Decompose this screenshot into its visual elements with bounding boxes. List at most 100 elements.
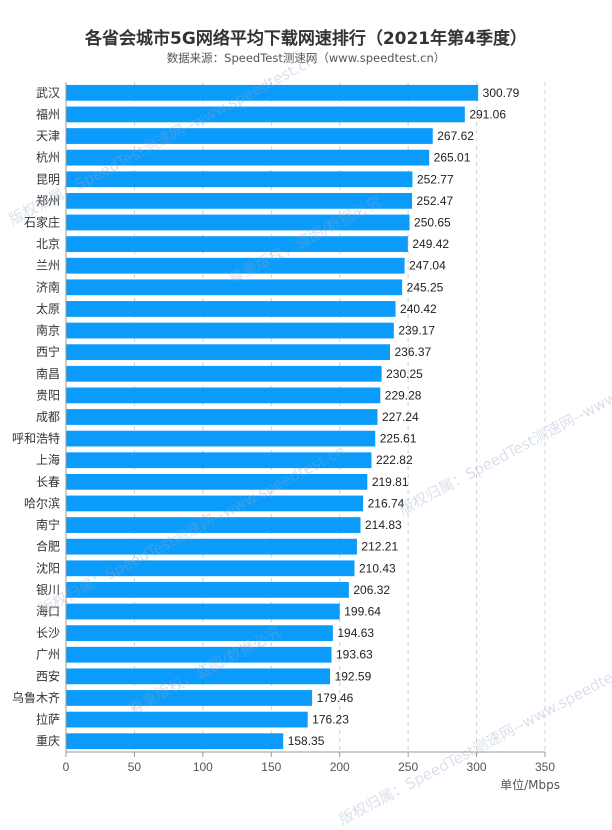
- category-label: 广州: [36, 648, 60, 662]
- bar: [66, 301, 396, 317]
- chart-title: 各省会城市5G网络平均下载网速排行（2021年第4季度）: [85, 29, 527, 49]
- x-tick-label: 100: [193, 760, 213, 774]
- bar: [66, 106, 465, 123]
- bar: [66, 646, 332, 663]
- bar: [66, 236, 408, 252]
- bar: [66, 171, 413, 188]
- bar: [66, 279, 403, 296]
- value-label: 252.77: [417, 172, 454, 186]
- value-label: 291.06: [469, 107, 506, 121]
- bar: [66, 517, 361, 533]
- value-label: 219.81: [372, 475, 409, 489]
- bar: [66, 603, 340, 620]
- category-label: 南京: [36, 323, 60, 338]
- x-tick-label: 300: [467, 760, 487, 774]
- bar: [66, 192, 413, 209]
- bar: [66, 495, 364, 512]
- category-label: 郑州: [36, 193, 60, 208]
- value-label: 158.35: [288, 734, 325, 748]
- value-label: 267.62: [437, 129, 474, 143]
- category-label: 福州: [36, 106, 60, 121]
- value-label: 249.42: [412, 237, 449, 251]
- category-label: 昆明: [36, 172, 60, 186]
- bar: [66, 582, 349, 598]
- value-label: 194.63: [337, 626, 374, 640]
- bar: [66, 668, 331, 685]
- category-label: 长沙: [36, 626, 60, 640]
- value-label: 214.83: [365, 518, 402, 532]
- category-label: 合肥: [36, 539, 60, 554]
- value-label: 236.37: [394, 345, 431, 359]
- bar: [66, 733, 284, 750]
- category-label: 太原: [36, 301, 60, 316]
- category-label: 北京: [36, 237, 60, 251]
- bar: [66, 625, 333, 642]
- value-label: 265.01: [434, 151, 471, 165]
- bar: [66, 560, 355, 577]
- bar: [66, 409, 378, 425]
- category-label: 哈尔滨: [24, 495, 60, 510]
- bar: [66, 214, 410, 231]
- value-label: 216.74: [368, 496, 405, 510]
- value-label: 222.82: [376, 453, 413, 467]
- bar: [66, 149, 430, 166]
- bar: [66, 128, 433, 144]
- chart-subtitle: 数据来源：SpeedTest测速网（www.speedtest.cn）: [166, 51, 446, 65]
- value-label: 193.63: [336, 648, 373, 662]
- value-label: 227.24: [382, 410, 419, 424]
- category-label: 南昌: [36, 366, 60, 381]
- category-label: 海口: [36, 604, 60, 619]
- category-label: 上海: [36, 452, 60, 467]
- value-label: 229.28: [385, 388, 422, 402]
- value-label: 300.79: [483, 86, 520, 100]
- category-label: 西安: [36, 668, 60, 683]
- value-label: 252.47: [417, 194, 454, 208]
- value-label: 225.61: [380, 432, 417, 446]
- value-label: 179.46: [317, 691, 354, 705]
- category-label: 南宁: [36, 517, 60, 532]
- value-label: 250.65: [414, 215, 451, 229]
- category-label: 长春: [36, 475, 60, 489]
- bar: [66, 690, 313, 706]
- value-label: 239.17: [398, 324, 435, 338]
- value-label: 240.42: [400, 302, 437, 316]
- bar: [66, 84, 479, 101]
- bar: [66, 322, 394, 339]
- x-tick-label: 150: [261, 760, 281, 774]
- bar: [66, 387, 381, 404]
- bar: [66, 473, 368, 490]
- category-label: 杭州: [36, 150, 60, 165]
- category-label: 重庆: [36, 734, 60, 748]
- x-axis-unit-label: 单位/Mbps: [500, 777, 560, 792]
- value-label: 192.59: [335, 669, 372, 683]
- category-label: 拉萨: [36, 712, 60, 727]
- category-label: 武汉: [36, 86, 60, 100]
- category-label: 沈阳: [36, 560, 60, 575]
- bar: [66, 365, 382, 382]
- value-label: 199.64: [344, 605, 381, 619]
- category-label: 石家庄: [24, 214, 60, 229]
- bar: [66, 344, 390, 361]
- category-label: 成都: [36, 410, 60, 424]
- x-tick-label: 50: [128, 760, 142, 774]
- bar: [66, 257, 405, 274]
- category-label: 济南: [36, 279, 60, 294]
- bar: [66, 430, 376, 447]
- bar: [66, 538, 357, 555]
- value-label: 206.32: [353, 583, 390, 597]
- category-label: 贵阳: [36, 388, 60, 402]
- value-label: 230.25: [386, 367, 423, 381]
- value-label: 212.21: [361, 540, 398, 554]
- value-label: 247.04: [409, 259, 446, 273]
- bar: [66, 452, 372, 469]
- x-tick-label: 200: [330, 760, 350, 774]
- x-tick-label: 350: [535, 760, 555, 774]
- category-label: 西宁: [36, 344, 60, 359]
- bar: [66, 711, 308, 728]
- category-label: 兰州: [36, 259, 60, 273]
- category-label: 呼和浩特: [12, 431, 60, 446]
- category-label: 银川: [36, 583, 60, 597]
- x-tick-label: 250: [398, 760, 418, 774]
- category-label: 乌鲁木齐: [12, 690, 60, 705]
